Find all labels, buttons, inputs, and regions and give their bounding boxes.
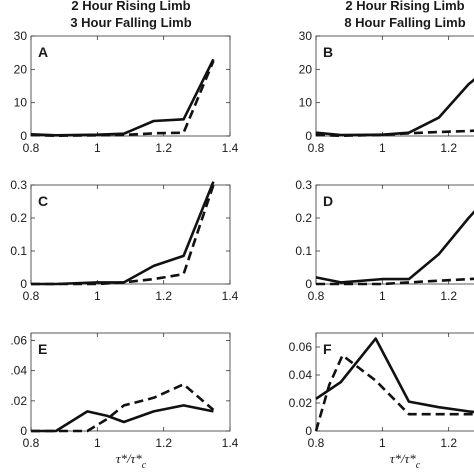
x-tick-label: 1.4 [222, 436, 239, 450]
y-tick-label: 10 [299, 96, 313, 110]
axes-box [315, 332, 474, 432]
y-tick-label: .06 [10, 334, 27, 348]
x-tick-label: 1 [94, 289, 101, 303]
y-tick-label: 0 [305, 277, 312, 291]
y-tick-label: 0.02 [289, 396, 313, 410]
y-tick-label: 20 [14, 62, 28, 76]
column-title-2-line-2: 8 Hour Falling Limb [344, 15, 465, 30]
y-tick-label: 0 [305, 424, 312, 438]
panel-label: F [323, 341, 332, 357]
y-tick-label: 30 [14, 29, 28, 43]
x-tick-label: 0.8 [23, 289, 40, 303]
column-title-1-line-1: 2 Hour Rising Limb [71, 0, 190, 13]
series-solid-line [315, 337, 474, 414]
y-tick-label: 0.1 [10, 244, 27, 258]
y-tick-label: 0 [20, 129, 27, 143]
y-tick-label: 0.2 [295, 211, 312, 225]
column-titles: 2 Hour Rising Limb 3 Hour Falling Limb 2 H… [70, 0, 465, 30]
y-tick-label: 0.3 [295, 178, 312, 192]
y-tick-label: 20 [299, 62, 313, 76]
x-tick-label: 0.8 [308, 141, 325, 155]
panel-label: B [323, 44, 333, 60]
x-tick-label: 1.2 [440, 436, 457, 450]
panel-e: 0.8 1 1.2 1.4 0 .02 .04 .06 E [10, 332, 239, 450]
series-dashed-line [316, 277, 474, 286]
column-title-1-line-2: 3 Hour Falling Limb [70, 15, 191, 30]
axes-box [30, 332, 231, 432]
series-solid-line [315, 210, 474, 284]
x-tick-label: 1 [94, 436, 101, 450]
x-tick-label: 1.4 [222, 141, 239, 155]
series-solid-line [315, 78, 474, 137]
x-tick-label: 1.2 [155, 289, 172, 303]
x-tick-label: 1.4 [222, 289, 239, 303]
axes-box [30, 184, 231, 285]
y-tick-label: 0.2 [10, 211, 27, 225]
panel-c: 0.8 1 1.2 1.4 0 0.1 0.2 0.3 C [10, 178, 238, 303]
x-tick-label: 1.2 [155, 436, 172, 450]
x-axis-label-1: τ*/τ*c [116, 451, 147, 471]
x-axis-label-2: τ*/τ*c [390, 451, 421, 471]
y-tick-label: 0.04 [289, 368, 313, 382]
y-tick-label: 0 [20, 424, 27, 438]
y-tick-label: 0.06 [289, 340, 313, 354]
x-tick-label: 0.8 [308, 436, 325, 450]
panel-b: 0.811.21.40102030B [299, 29, 474, 155]
y-tick-label: 30 [299, 29, 313, 43]
panel-a: 0.8 1 1.2 1.4 0 10 20 30 A [14, 29, 239, 155]
panel-label: E [38, 341, 47, 357]
panel-label: A [38, 44, 48, 60]
x-tick-label: 1.2 [440, 141, 457, 155]
axes-box [315, 35, 474, 137]
y-tick-label: 0.3 [10, 178, 27, 192]
series-dashed-line [30, 60, 215, 137]
series-dashed-line [31, 184, 215, 286]
panel-label: D [323, 193, 333, 209]
y-tick-label: 0.1 [295, 244, 312, 258]
y-tick-label: 0 [305, 129, 312, 143]
x-tick-label: 0.8 [23, 141, 40, 155]
series-dashed-line [314, 354, 474, 432]
x-tick-label: 0.8 [23, 436, 40, 450]
panel-label: C [38, 193, 48, 209]
panels: 0.811.21.40102030A0.811.21.40102030B0.81… [10, 29, 474, 450]
x-axis-labels: τ*/τ*c τ*/τ*c [116, 451, 421, 471]
y-tick-label: 10 [14, 96, 28, 110]
panel-d: 0.811.21.400.10.20.3D [295, 178, 474, 303]
y-tick-label: .02 [10, 394, 27, 408]
x-tick-label: 0.8 [308, 289, 325, 303]
x-tick-label: 1.2 [155, 141, 172, 155]
panel-f: 0.811.21.400.020.040.06F [289, 332, 474, 450]
y-tick-label: 0 [20, 277, 27, 291]
x-tick-label: 1 [379, 436, 386, 450]
x-tick-label: 1 [94, 141, 101, 155]
series-solid-line [31, 404, 214, 433]
y-tick-label: .04 [10, 364, 27, 378]
series-dashed-line [315, 129, 474, 137]
x-tick-label: 1 [379, 141, 386, 155]
axes-box [315, 184, 474, 285]
x-tick-label: 1 [379, 289, 386, 303]
column-title-2-line-1: 2 Hour Rising Limb [345, 0, 464, 13]
axes-box [30, 35, 231, 137]
x-tick-label: 1.2 [440, 289, 457, 303]
series-dashed-line [31, 382, 215, 433]
